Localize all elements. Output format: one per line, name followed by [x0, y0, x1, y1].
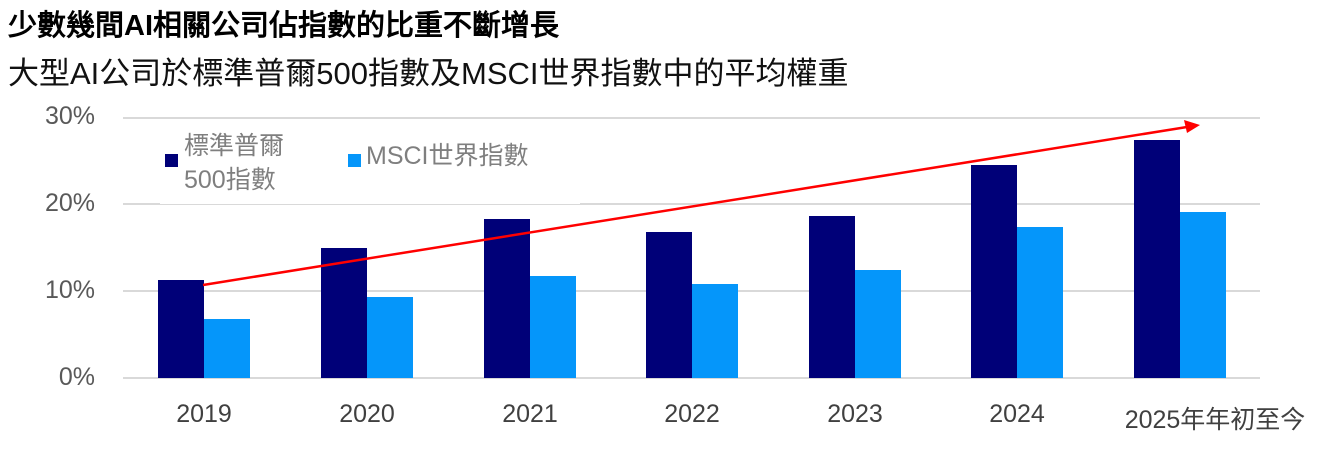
xtick-2022: 2022: [664, 400, 720, 428]
legend-label-sp500-line2: 500指數: [184, 166, 276, 194]
legend-swatch-sp500: [165, 154, 178, 167]
bar-sp500-5: [971, 164, 1017, 378]
xtick-2021: 2021: [502, 400, 558, 428]
chart-subtitle: 大型AI公司於標準普爾500指數及MSCI世界指數中的平均權重: [8, 56, 849, 91]
ytick-30: 30%: [44, 102, 95, 130]
bar-sp500-4: [809, 215, 855, 378]
bar-msci-4: [855, 269, 901, 378]
bar-msci-2: [530, 275, 576, 378]
gridline-30: [123, 117, 1260, 119]
ytick-0: 0%: [58, 363, 95, 391]
xtick-2024: 2024: [989, 400, 1045, 428]
bar-msci-1: [367, 297, 413, 378]
gridline-20: [123, 203, 1260, 205]
ytick-20: 20%: [44, 189, 95, 217]
bar-sp500-1: [321, 248, 367, 378]
legend-swatch-msci: [348, 154, 361, 167]
legend-label-msci: MSCI世界指數: [366, 142, 529, 170]
bar-msci-3: [692, 283, 738, 378]
xtick-2019: 2019: [176, 400, 232, 428]
bar-sp500-2: [484, 218, 530, 378]
xtick-2020: 2020: [339, 400, 395, 428]
bar-msci-6: [1180, 212, 1226, 378]
bar-msci-5: [1017, 227, 1063, 378]
legend: 標準普爾 500指數 MSCI世界指數: [160, 126, 580, 204]
bar-sp500-0: [158, 280, 204, 378]
baseline-0: [123, 377, 1260, 379]
legend-label-sp500-line1: 標準普爾: [184, 132, 285, 160]
xtick-2023: 2023: [827, 400, 883, 428]
bar-sp500-3: [646, 231, 692, 378]
bar-sp500-6: [1134, 139, 1180, 378]
chart-title: 少數幾間AI相關公司佔指數的比重不斷增長: [8, 10, 560, 42]
bar-msci-0: [204, 319, 250, 378]
ytick-10: 10%: [44, 276, 95, 304]
xtick-2025-ytd: 2025年年初至今: [1124, 406, 1306, 434]
